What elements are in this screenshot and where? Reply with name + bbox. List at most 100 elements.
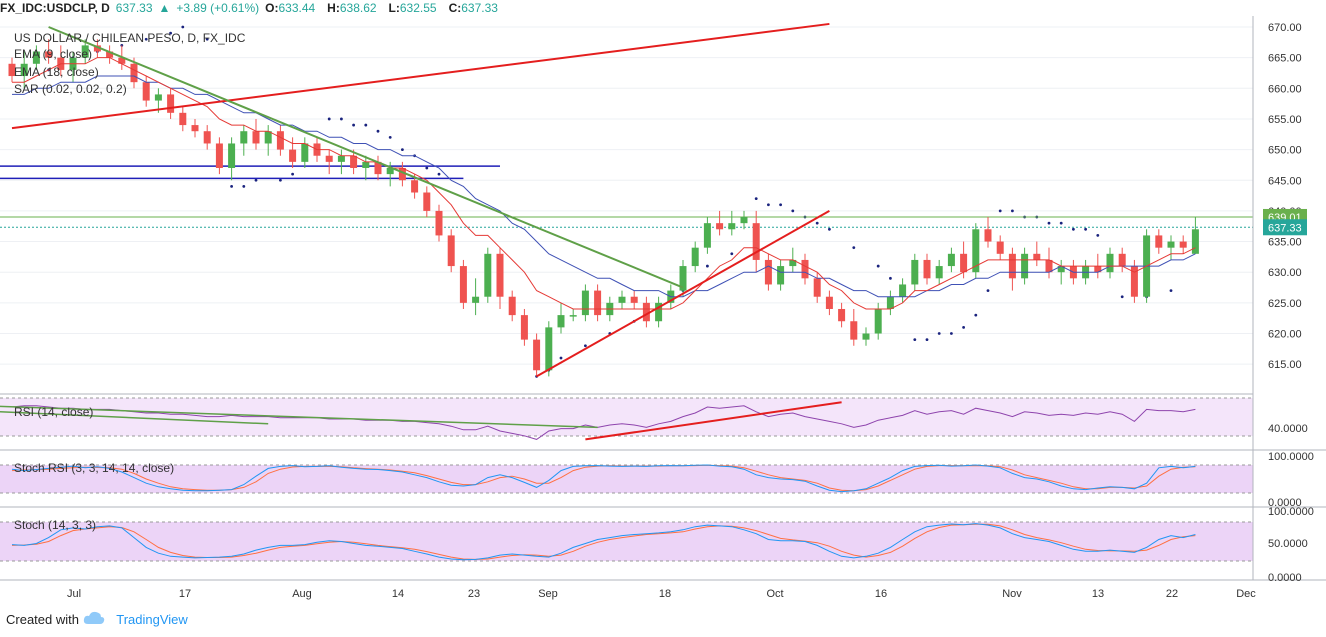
symbol-name[interactable]: FX_IDC:USDCLP, D [0,1,110,15]
candle-body [289,149,297,162]
sar-dot [559,356,563,360]
sar-dot [791,209,795,213]
candle-body [960,253,968,273]
candle-body [642,302,650,322]
sar-dot [242,184,246,188]
candle-body [423,192,431,211]
sar-dot [937,332,941,335]
sar-dot [779,203,782,207]
sar-dot [754,197,758,201]
candle-body [996,241,1004,254]
candle-body [1057,266,1065,273]
price-tick-label: 665.00 [1268,53,1302,65]
candle-body [167,94,175,113]
candle-body [325,155,333,162]
candle-body [838,308,846,322]
time-tick-label: 23 [468,588,480,600]
ema18-line [12,75,1196,298]
candle-body [179,112,187,126]
tradingview-logo[interactable]: TradingView [116,612,188,627]
price-change: +3.89 (+0.61%) [176,1,260,15]
time-tick-label: Sep [538,588,558,600]
candle-body [813,278,821,297]
candle-body [8,63,16,77]
time-tick-label: Aug [292,588,312,600]
sar-dot [767,203,770,207]
sar-dot [889,276,892,280]
candle-body [557,315,565,328]
sar-dot [181,25,185,29]
stoch-tick-0: 0.0000 [1268,572,1302,584]
stoch-rsi-tick-0: 0.0000 [1268,497,1302,509]
rsi-tick-40: 40.0000 [1268,423,1308,435]
candle-body [118,57,126,64]
candle-body [130,63,138,83]
stoch-rsi-pane[interactable] [0,464,1253,494]
stoch-rsi-k-line [11,464,1196,493]
legend-sar: SAR (0.02, 0.02, 0.2) [14,82,127,96]
up-arrow-icon: ▲ [158,1,171,15]
candle-body [874,308,882,334]
candle-body [264,131,272,144]
candle-body [691,247,699,267]
rsi-pane[interactable] [0,397,1253,441]
candle-body [350,155,358,168]
sar-dot [364,123,368,127]
time-tick-label: 13 [1092,588,1104,600]
candle-body [520,315,528,340]
sar-dot [254,178,258,182]
tradingview-cloud-icon [83,611,105,630]
footer: Created with TradingView [6,611,188,629]
candle-body [154,94,162,101]
price-tick-label: 620.00 [1268,329,1302,341]
candle-body [801,259,809,279]
price-tick-label: 655.00 [1268,114,1302,126]
candle-body [484,253,492,297]
candle-body [32,51,40,64]
candle-body [459,266,467,303]
candle-body [508,296,516,316]
stoch-k-line [11,523,1196,561]
time-tick-label: Jul [67,588,81,600]
candle-body [1191,229,1199,254]
candle-body [594,290,602,316]
candle-body [1033,253,1041,260]
candle-body [777,266,785,285]
candle-body [1021,253,1029,279]
price-tick-label: 670.00 [1268,22,1302,34]
candle-body [947,253,955,267]
sar-dot [998,209,1002,213]
rsi-band [0,398,1253,436]
time-tick-label: Nov [1002,588,1022,600]
candle-body [972,229,980,273]
price-pane[interactable] [0,22,1253,378]
candle-body [472,296,480,303]
sar-dot [230,184,234,188]
legend-ema18: EMA (18, close) [14,65,99,79]
price-tick-label: 630.00 [1268,267,1302,279]
price-tick-label: 650.00 [1268,145,1302,157]
time-axis[interactable]: Jul 17 Aug 14 23 Sep 18 Oct 16 Nov 13 22 Dec [67,588,1256,600]
candle-body [728,223,736,230]
last-price-label-box [1263,219,1307,236]
candle-body [703,223,711,248]
sar-dot [437,172,441,176]
ohlc-high: H:638.62 [327,1,377,15]
candle-body [496,253,504,297]
price-tick-label: 625.00 [1268,298,1302,310]
chart-area[interactable]: 670.00665.00660.00655.00650.00645.00640.… [0,16,1326,606]
candle-body [1094,266,1102,273]
stoch-tick-50: 50.0000 [1268,538,1308,550]
candle-body [752,223,760,260]
sar-dot [327,117,331,121]
price-axis[interactable]: 670.00665.00660.00655.00650.00645.00640.… [1263,22,1307,371]
candle-body [1045,259,1053,273]
legend-ema9: EMA (9, close) [14,47,92,61]
chart-legend: US DOLLAR / CHILEAN PESO, D, FX_IDC EMA … [14,31,246,532]
candle-body [301,143,309,162]
candle-body [276,131,284,150]
stoch-pane[interactable] [0,521,1253,562]
candle-body [984,229,992,242]
candle-body [374,161,382,175]
candle-body [398,167,406,181]
